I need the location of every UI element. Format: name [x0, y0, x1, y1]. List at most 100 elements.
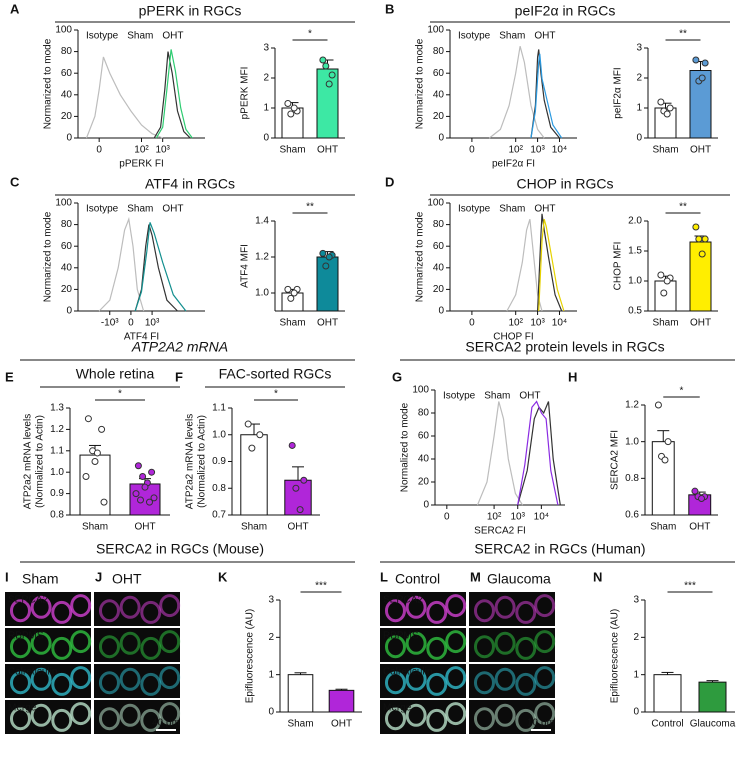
data-point [248, 444, 256, 452]
x-tick-label: 10³ [530, 318, 545, 329]
y-tick-label: 1.3 [50, 403, 64, 414]
data-point [91, 458, 99, 465]
y-tick-label: 0.8 [212, 483, 226, 494]
cell [426, 672, 448, 696]
cell [494, 703, 516, 727]
panel-label: J [95, 569, 102, 584]
cell [473, 707, 495, 731]
data-point [661, 456, 669, 464]
data-point [132, 490, 140, 498]
data-point [663, 110, 671, 118]
cell [473, 671, 495, 695]
cell [494, 595, 516, 619]
cell [119, 595, 141, 619]
cell [70, 594, 92, 618]
legend-entry: Isotype [86, 204, 119, 215]
cell [51, 636, 73, 660]
y-tick-label: 1 [268, 669, 274, 680]
x-tick-label: 10⁴ [552, 318, 567, 329]
legend-entry: OHT [162, 204, 183, 215]
y-tick-label: 100 [55, 25, 72, 36]
cell [140, 600, 162, 624]
channel-label: SERCA2 [8, 595, 48, 606]
y-tick-label: 1.1 [212, 403, 226, 414]
legend-entry: Isotype [458, 31, 491, 42]
data-point [244, 420, 252, 428]
cell [445, 630, 467, 654]
cell [534, 702, 556, 726]
x-axis-label: CHOP FI [493, 332, 533, 343]
y-tick-label: 0 [438, 306, 444, 317]
cell [384, 635, 406, 659]
data-point [287, 294, 295, 302]
cell [473, 599, 495, 623]
x-tick-label: 10² [487, 512, 502, 523]
y-tick-label: 1.0 [50, 467, 64, 478]
y-tick-label: 80 [433, 219, 445, 230]
cell [30, 631, 52, 655]
bar [328, 689, 355, 713]
data-point [663, 277, 671, 285]
y-tick-label: 100 [55, 198, 72, 209]
histogram-curve [537, 213, 563, 312]
cell [70, 702, 92, 726]
y-tick-label: 1.2 [50, 424, 64, 435]
x-tick-label: OHT [690, 145, 711, 156]
x-tick-label: 10⁴ [552, 145, 567, 156]
data-point [325, 80, 333, 88]
panel-label: N [593, 569, 602, 584]
y-tick-label: 0 [636, 133, 642, 144]
significance: *** [684, 581, 696, 592]
data-point [84, 415, 92, 423]
y-tick-label: 1.0 [625, 436, 639, 447]
cell [140, 672, 162, 696]
data-point [654, 401, 662, 409]
y-tick-label: 40 [61, 262, 73, 273]
section-title: SERCA2 in RGCs (Human) [474, 541, 645, 557]
panel-label: G [392, 369, 402, 384]
x-axis-label: pPERK FI [119, 159, 163, 170]
data-point [691, 487, 699, 495]
data-point [664, 438, 672, 446]
x-tick-label: 0 [444, 512, 450, 523]
y-axis-label: Normalized to mode [400, 402, 411, 492]
data-point [328, 71, 336, 79]
chart-title: Whole retina [76, 366, 155, 382]
channel-label: Calreticulin [8, 667, 57, 678]
y-tick-label: 0.8 [50, 510, 64, 521]
data-point [137, 496, 144, 504]
y-axis-label: SERCA2 MFI [610, 430, 621, 490]
y-axis-label: peIF2α MFI [613, 67, 624, 118]
cell [515, 672, 537, 696]
x-tick-label: Sham [279, 145, 305, 156]
y-tick-label: 100 [412, 385, 429, 396]
y-axis-label: (Normalized to Actin) [35, 415, 46, 508]
y-tick-label: 0.8 [625, 473, 639, 484]
x-tick-label: OHT [690, 318, 711, 329]
x-tick-label: 10³ [145, 318, 160, 329]
y-tick-label: 80 [61, 46, 73, 57]
data-point [319, 56, 327, 64]
x-tick-label: 10² [134, 145, 149, 156]
y-tick-label: 0.9 [50, 488, 64, 499]
x-tick-label: 0 [96, 145, 102, 156]
chart-title: peIF2α in RGCs [515, 3, 616, 19]
cell [534, 630, 556, 654]
cell [159, 702, 181, 726]
legend-entry: Sham [127, 31, 153, 42]
y-tick-label: 3 [633, 595, 639, 606]
chart-title: ATF4 in RGCs [145, 176, 235, 192]
y-tick-label: 40 [418, 454, 430, 465]
y-axis-label: (Normalized to Actin) [197, 415, 208, 508]
histogram-curve [134, 224, 178, 312]
y-tick-label: 0.7 [212, 510, 226, 521]
x-tick-label: 0 [469, 145, 475, 156]
x-tick-label: Control [651, 719, 683, 730]
histogram-curve [98, 216, 145, 312]
data-point [93, 449, 101, 457]
y-tick-label: 1.0 [628, 276, 642, 287]
cell [445, 702, 467, 726]
x-axis-label: SERCA2 FI [474, 526, 526, 537]
legend-entry: OHT [519, 391, 540, 402]
